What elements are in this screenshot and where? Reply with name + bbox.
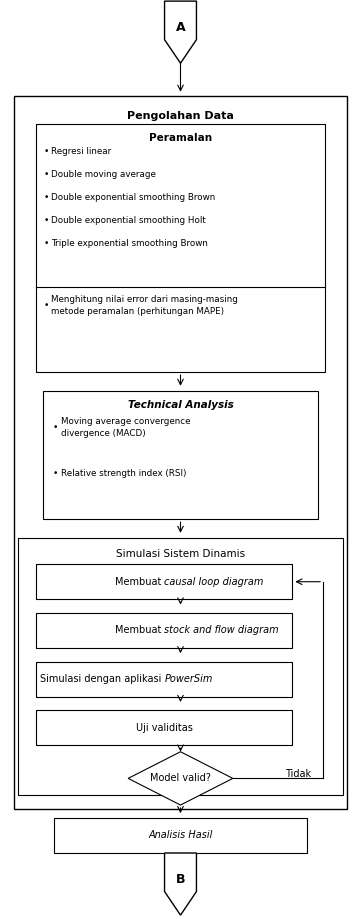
Text: Relative strength index (RSI): Relative strength index (RSI) [61,469,186,478]
Text: Technical Analysis: Technical Analysis [128,400,233,410]
Text: Triple exponential smoothing Brown: Triple exponential smoothing Brown [51,239,208,248]
Text: Simulasi dengan aplikasi: Simulasi dengan aplikasi [40,675,164,684]
Text: Tidak: Tidak [285,769,311,778]
FancyBboxPatch shape [14,96,347,809]
Text: A: A [176,21,185,34]
Text: Membuat: Membuat [115,626,164,635]
Text: Double exponential smoothing Brown: Double exponential smoothing Brown [51,193,216,202]
Text: •: • [44,239,49,248]
Text: Uji validitas: Uji validitas [136,723,193,732]
Text: Double exponential smoothing Holt: Double exponential smoothing Holt [51,216,206,225]
FancyBboxPatch shape [54,818,307,853]
Text: •: • [44,301,49,310]
Text: Menghitung nilai error dari masing-masing
metode peramalan (perhitungan MAPE): Menghitung nilai error dari masing-masin… [51,295,238,315]
Polygon shape [128,752,233,805]
FancyBboxPatch shape [36,124,325,372]
Text: Membuat: Membuat [115,577,164,586]
Text: •: • [44,193,49,202]
Text: Simulasi Sistem Dinamis: Simulasi Sistem Dinamis [116,549,245,559]
Text: •: • [44,170,49,179]
Text: •: • [44,147,49,156]
Text: •: • [52,423,58,432]
FancyBboxPatch shape [43,391,318,519]
FancyBboxPatch shape [36,613,292,648]
Text: Analisis Hasil: Analisis Hasil [148,831,213,840]
Text: stock and flow diagram: stock and flow diagram [164,626,279,635]
Polygon shape [165,1,196,63]
FancyBboxPatch shape [36,710,292,745]
Polygon shape [165,853,196,915]
Text: B: B [176,873,185,886]
FancyBboxPatch shape [36,564,292,599]
FancyBboxPatch shape [18,538,343,795]
Text: Regresi linear: Regresi linear [51,147,112,156]
Text: Pengolahan Data: Pengolahan Data [127,111,234,121]
Text: PowerSim: PowerSim [164,675,213,684]
Text: Model valid?: Model valid? [150,774,211,783]
Text: •: • [44,216,49,225]
Text: Peramalan: Peramalan [149,133,212,143]
Text: Double moving average: Double moving average [51,170,156,179]
Text: Moving average convergence
divergence (MACD): Moving average convergence divergence (M… [61,417,190,437]
Text: causal loop diagram: causal loop diagram [164,577,264,586]
FancyBboxPatch shape [36,662,292,697]
Text: •: • [52,469,58,478]
